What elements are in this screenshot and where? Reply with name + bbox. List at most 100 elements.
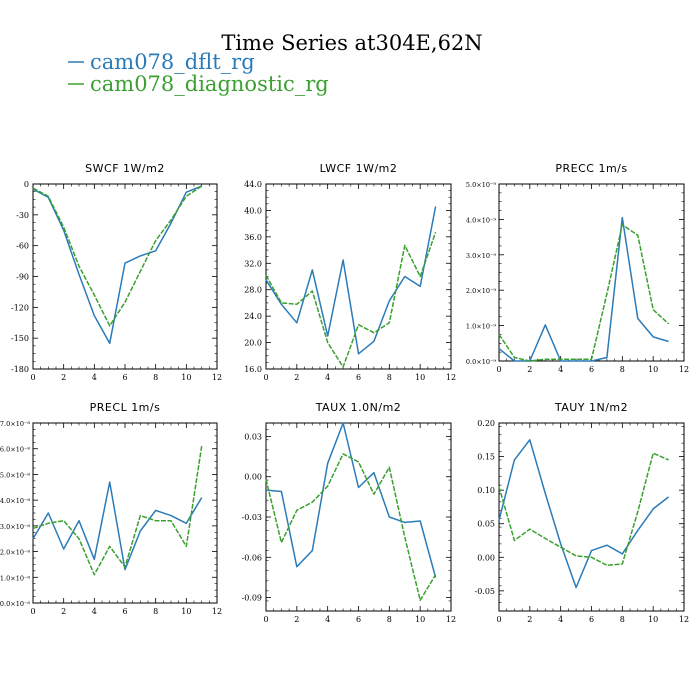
x-tick-label: 0	[30, 373, 35, 382]
y-tick-label: 16.0	[244, 365, 262, 374]
x-tick-label: 6	[356, 615, 361, 624]
y-tick-label: 0.10	[477, 486, 495, 495]
chart-title-precc: PRECC 1m/s	[555, 162, 627, 175]
chart-precl: PRECL 1m/s 0 2 4 6 8 10 12 0.0×10⁻⁸ 1.0×10⁻⁸ 2.0×1…	[0, 401, 222, 616]
y-tick-label: 0.20	[477, 419, 495, 428]
x-tick-label: 0	[496, 615, 501, 624]
x-tick-label: 0	[263, 615, 268, 624]
plot-frame-swcf	[32, 183, 218, 370]
y-tick-label: 1.0×10⁻⁹	[466, 323, 496, 331]
y-tick-label: -150	[11, 334, 29, 343]
y-tick-label: 4.0×10⁻⁸	[0, 497, 30, 505]
series-line-cam078-diagnostic-rg	[265, 231, 437, 368]
y-tick-label: 1.0×10⁻⁸	[0, 574, 30, 582]
x-tick-label: 10	[648, 615, 658, 624]
x-tick-label: 8	[620, 615, 625, 624]
x-tick-label: 12	[679, 365, 689, 374]
x-tick-label: 6	[589, 615, 594, 624]
x-tick-label: 4	[92, 373, 97, 382]
x-tick-label: 12	[679, 615, 689, 624]
x-tick-label: 6	[122, 373, 127, 382]
x-tick-label: 4	[558, 615, 563, 624]
series-line-cam078-dflt-rg	[498, 216, 669, 362]
x-tick-label: 0	[263, 373, 268, 382]
plot-frame-tauy	[498, 422, 685, 612]
chart-precc: PRECC 1m/s 0 2 4 6 8 10 12 0.0×10⁻⁹ 1.0×10⁻⁹ 2.0×1…	[466, 162, 689, 374]
chart-title-lwcf: LWCF 1W/m2	[320, 162, 398, 175]
chart-tauy: TAUY 1N/m2 0 2 4 6 8 10 12 0.20 0.15 0.10 0.05 0.00 -…	[474, 401, 689, 624]
series-line-cam078-diagnostic-rg	[498, 452, 669, 567]
y-tick-label: 0.0×10⁻⁹	[466, 358, 496, 366]
y-tick-label: 0.00	[244, 473, 262, 482]
y-tick-label: 40.0	[244, 206, 262, 215]
x-tick-label: 10	[181, 607, 191, 616]
y-tick-label: 7.0×10⁻⁸	[0, 420, 30, 428]
x-tick-label: 12	[446, 373, 456, 382]
chart-title-taux: TAUX 1.0N/m2	[315, 401, 402, 414]
y-tick-label: 0.0×10⁻⁸	[0, 600, 30, 608]
y-tick-label: 2.0×10⁻⁸	[0, 549, 30, 557]
x-tick-label: 2	[61, 373, 66, 382]
x-tick-label: 8	[387, 373, 392, 382]
chart-title-swcf: SWCF 1W/m2	[85, 162, 165, 175]
y-tick-label: 2.0×10⁻⁹	[466, 287, 496, 295]
y-tick-label: -0.06	[241, 553, 262, 562]
y-tick-label: -0.03	[241, 513, 262, 522]
x-tick-label: 4	[558, 365, 563, 374]
chart-title-precl: PRECL 1m/s	[90, 401, 161, 414]
x-tick-label: 8	[387, 615, 392, 624]
x-tick-label: 4	[325, 615, 330, 624]
y-tick-label: 0.05	[477, 520, 495, 529]
x-tick-label: 12	[446, 615, 456, 624]
y-tick-label: 6.0×10⁻⁸	[0, 446, 30, 454]
x-tick-label: 8	[153, 607, 158, 616]
series-line-cam078-dflt-rg	[32, 185, 202, 345]
series-line-cam078-dflt-rg	[498, 439, 670, 589]
y-tick-label: 36.0	[244, 233, 262, 242]
x-tick-label: 2	[527, 365, 532, 374]
x-tick-label: 10	[415, 373, 425, 382]
legend-label-dflt: cam078_dflt_rg	[90, 50, 255, 74]
x-tick-label: 2	[294, 615, 299, 624]
x-tick-label: 6	[122, 607, 127, 616]
y-tick-label: -0.09	[241, 594, 262, 603]
chart-title-tauy: TAUY 1N/m2	[554, 401, 628, 414]
y-tick-label: -120	[11, 303, 29, 312]
plot-frame-lwcf	[265, 183, 452, 370]
series-line-cam078-diagnostic-rg	[32, 445, 203, 576]
chart-taux: TAUX 1.0N/m2 0 2 4 6 8 10 12 0.03 0.00 -0.03 -0.06 -…	[241, 401, 456, 624]
series-line-cam078-diagnostic-rg	[265, 453, 437, 602]
y-tick-label: 3.0×10⁻⁹	[466, 252, 496, 260]
y-tick-label: -180	[11, 365, 29, 374]
y-tick-label: 44.0	[244, 180, 262, 189]
x-tick-label: 10	[648, 365, 658, 374]
chart-panels: SWCF 1W/m2 0 2 4 6 8 10 12 0 -30 -60 -90 -120 -150 -18…	[0, 162, 689, 624]
y-tick-label: 3.0×10⁻⁸	[0, 523, 30, 531]
y-tick-label: -60	[16, 242, 29, 251]
y-tick-label: -90	[16, 273, 29, 282]
y-tick-label: 32.0	[244, 259, 262, 268]
x-tick-label: 12	[212, 607, 222, 616]
y-tick-label: 4.0×10⁻⁹	[466, 216, 496, 224]
x-tick-label: 8	[153, 373, 158, 382]
y-tick-label: -0.05	[474, 587, 495, 596]
legend: cam078_dflt_rg cam078_diagnostic_rg	[68, 50, 329, 96]
x-tick-label: 6	[589, 365, 594, 374]
x-tick-label: 10	[181, 373, 191, 382]
y-tick-label: 0.00	[477, 553, 495, 562]
x-tick-label: 6	[356, 373, 361, 382]
y-tick-label: 0.03	[244, 432, 262, 441]
series-line-cam078-diagnostic-rg	[498, 223, 670, 362]
y-tick-label: 5.0×10⁻⁹	[466, 181, 496, 189]
y-tick-label: 0.15	[477, 453, 495, 462]
y-tick-label: -30	[16, 211, 29, 220]
x-tick-label: 4	[92, 607, 97, 616]
y-tick-label: 5.0×10⁻⁸	[0, 471, 30, 479]
x-tick-label: 2	[294, 373, 299, 382]
x-tick-label: 0	[30, 607, 35, 616]
series-line-cam078-diagnostic-rg	[32, 185, 203, 327]
plot-frame-precc	[498, 183, 685, 362]
plot-frame-precl	[32, 422, 218, 604]
series-line-cam078-dflt-rg	[32, 481, 203, 571]
